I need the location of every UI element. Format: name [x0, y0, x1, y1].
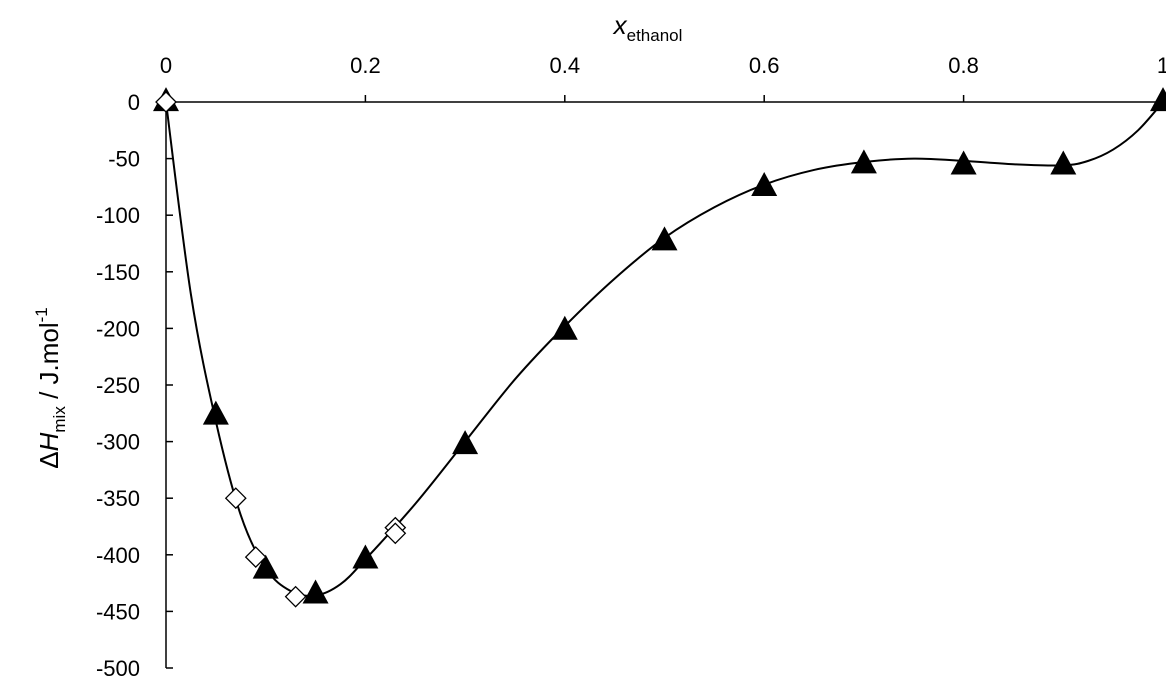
y-tick-label: -400 — [96, 543, 140, 568]
triangle-point — [302, 579, 329, 604]
x-tick-label: 0.8 — [948, 53, 979, 78]
x-tick-label: 0.2 — [350, 53, 381, 78]
diamond-point — [155, 91, 177, 113]
plot-area — [153, 87, 1166, 608]
x-tick-label: 0.6 — [749, 53, 780, 78]
triangle-point — [1050, 150, 1077, 175]
y-tick-label: 0 — [128, 90, 140, 115]
fit-curve — [165, 101, 1164, 597]
diamond-point — [384, 522, 407, 545]
y-tick-label: -500 — [96, 656, 140, 681]
x-axis-label: xethanol — [612, 10, 683, 45]
y-tick-label: -50 — [108, 147, 140, 172]
y-tick-label: -100 — [96, 203, 140, 228]
y-tick-label: -250 — [96, 373, 140, 398]
triangle-point — [651, 226, 678, 251]
y-tick-label: -350 — [96, 486, 140, 511]
diamond-point — [244, 546, 267, 568]
x-tick-label: 0 — [160, 53, 172, 78]
triangle-point — [452, 430, 479, 455]
triangle-point — [950, 150, 977, 175]
diamond-point — [224, 487, 247, 510]
triangle-point — [202, 400, 229, 425]
y-axis: 0 -50 -100 -150 -200 -250 -300 -350 -400 -450 -500 — [96, 90, 173, 681]
y-axis-label: ΔHmix / J.mol-1 — [32, 307, 69, 469]
triangle-point — [352, 544, 379, 569]
x-tick-label: 1 — [1157, 53, 1166, 78]
diamond-point — [284, 585, 307, 608]
y-tick-label: -450 — [96, 599, 140, 624]
x-tick-label: 0.4 — [550, 53, 581, 78]
triangle-point — [1150, 87, 1166, 112]
y-tick-label: -300 — [96, 430, 140, 455]
x-axis: 0 0.2 0.4 0.6 0.8 1 — [160, 53, 1166, 103]
y-tick-label: -150 — [96, 260, 140, 285]
y-tick-label: -200 — [96, 316, 140, 341]
triangle-point — [751, 172, 778, 197]
triangle-point — [850, 149, 877, 174]
triangle-point — [551, 315, 578, 340]
triangle-point — [252, 554, 279, 579]
